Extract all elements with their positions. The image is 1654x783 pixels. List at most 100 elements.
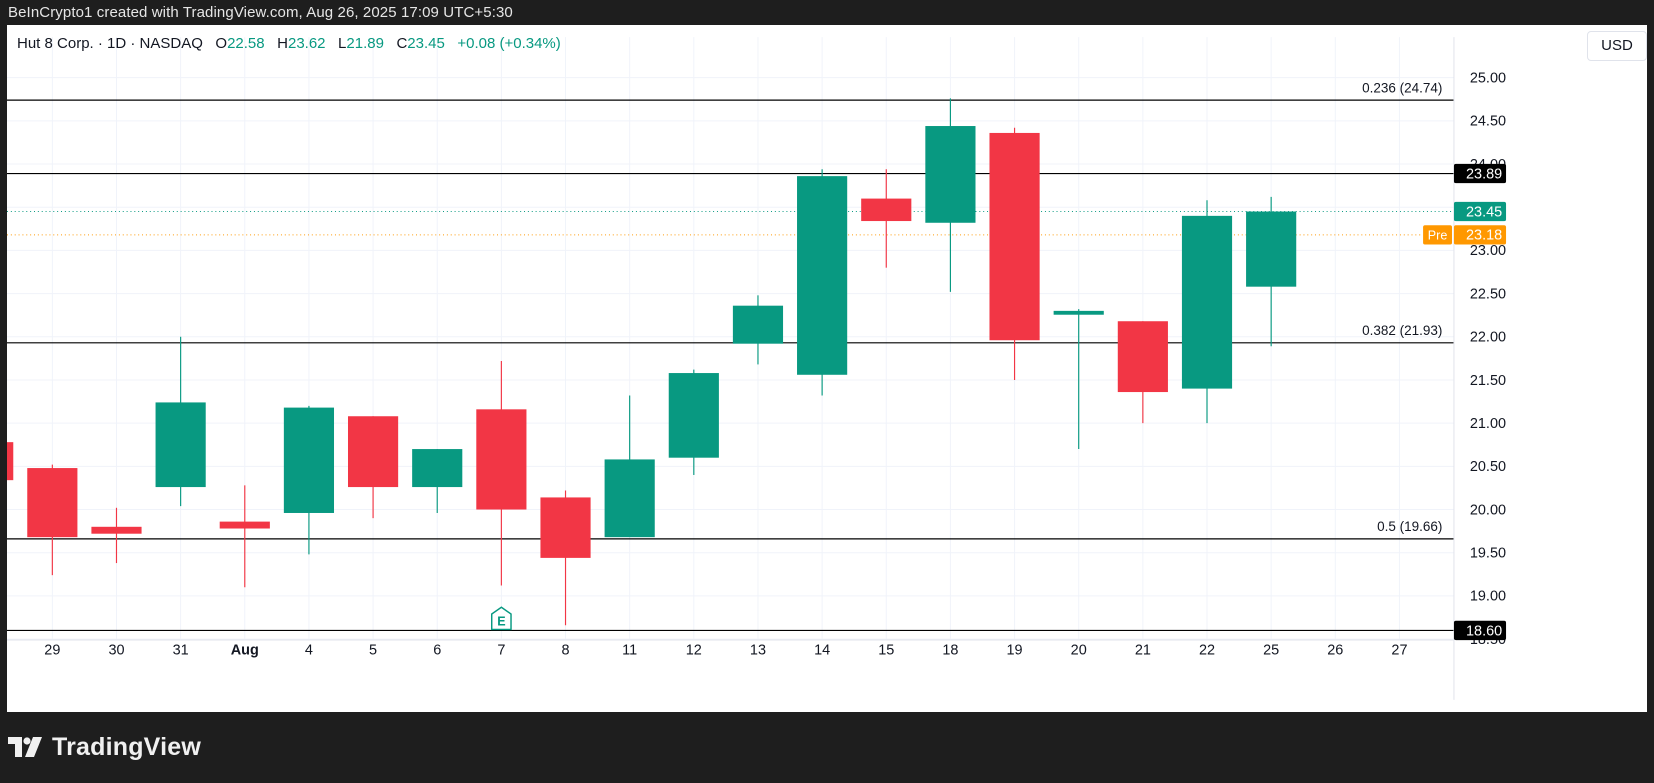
earnings-marker-icon xyxy=(491,606,512,631)
y-tick-label: 21.00 xyxy=(1470,416,1506,432)
candle-body xyxy=(7,442,14,481)
candle-body xyxy=(1246,211,1297,287)
candle xyxy=(91,507,142,564)
high-label: H xyxy=(277,35,288,52)
candle xyxy=(540,490,591,626)
candle-body xyxy=(604,459,655,538)
x-tick-label: 15 xyxy=(878,643,894,659)
x-tick-label: 29 xyxy=(44,643,60,659)
x-tick-label: 27 xyxy=(1391,643,1407,659)
open-label: O xyxy=(215,35,228,52)
x-tick-label: 4 xyxy=(305,643,313,659)
candle-body xyxy=(925,126,976,223)
candle-body xyxy=(797,176,848,375)
change-value: +0.08 (+0.34%) xyxy=(457,35,561,52)
x-tick-label: 14 xyxy=(814,643,830,659)
candle xyxy=(476,360,527,586)
candle-body xyxy=(1117,321,1168,393)
symbol-name: Hut 8 Corp. · 1D · NASDAQ xyxy=(17,35,203,52)
candle-body xyxy=(283,407,335,513)
x-tick-label: 22 xyxy=(1199,643,1215,659)
x-tick-label: 30 xyxy=(108,643,124,659)
low-value: 21.89 xyxy=(346,35,384,52)
level-badge-bg xyxy=(1453,163,1507,184)
candle xyxy=(283,405,335,555)
candle-body xyxy=(27,468,78,538)
y-tick-label: 25.00 xyxy=(1470,70,1506,86)
x-tick-label: 18 xyxy=(942,643,958,659)
y-tick-label: 20.50 xyxy=(1470,459,1506,475)
candle xyxy=(668,369,719,475)
candle xyxy=(797,169,848,396)
pre-market-badge: 23.18 xyxy=(1466,228,1502,244)
close-value: 23.45 xyxy=(407,35,445,52)
candle-body xyxy=(668,373,719,458)
candle xyxy=(347,416,399,519)
candle xyxy=(27,464,78,576)
level-label: 0.5 (19.66) xyxy=(1377,519,1442,534)
candle xyxy=(412,449,463,513)
earnings-marker-label: E xyxy=(497,615,505,629)
candle-body xyxy=(91,526,142,534)
x-tick-label: 19 xyxy=(1007,643,1023,659)
y-tick-label: 24.50 xyxy=(1470,114,1506,130)
level-badge: 23.89 xyxy=(1466,166,1502,182)
level-label: 0.382 (21.93) xyxy=(1362,323,1442,338)
x-tick-label: 21 xyxy=(1135,643,1151,659)
candle xyxy=(1181,200,1233,424)
y-tick-label: 22.00 xyxy=(1470,330,1506,346)
last-price-badge-bg xyxy=(1453,201,1507,222)
candle xyxy=(155,336,206,507)
candle xyxy=(1117,321,1168,424)
level-label: 0.236 (24.74) xyxy=(1362,80,1442,95)
x-tick-label: 8 xyxy=(561,643,569,659)
y-tick-label: 22.50 xyxy=(1470,286,1506,302)
x-tick-label: 6 xyxy=(433,643,441,659)
candle-body xyxy=(1181,215,1233,389)
attribution: BeInCrypto1 created with TradingView.com… xyxy=(8,4,513,21)
pre-market-badge-bg xyxy=(1453,225,1507,245)
candle xyxy=(925,98,976,292)
candle-body xyxy=(476,409,527,510)
y-tick-label: 19.50 xyxy=(1470,546,1506,562)
x-tick-label: 13 xyxy=(750,643,766,659)
candle-body xyxy=(732,305,784,344)
x-tick-label: 11 xyxy=(622,643,637,659)
candle-body xyxy=(1053,310,1104,315)
low-label: L xyxy=(338,35,347,52)
currency-button[interactable]: USD xyxy=(1587,31,1647,61)
level-badge: 18.60 xyxy=(1466,623,1502,639)
candle-body xyxy=(861,198,912,222)
candlestick-chart[interactable]: 0.236 (24.74) 0.382 (21.93) 0.5 (19.66) E 29… xyxy=(7,25,1589,712)
candle xyxy=(219,485,270,588)
candle-body xyxy=(347,416,399,488)
close-label: C xyxy=(396,35,408,52)
footer-brand: TradingView xyxy=(52,732,202,761)
candle xyxy=(1053,309,1104,450)
candle xyxy=(861,169,912,268)
x-tick-label: 26 xyxy=(1327,643,1343,659)
x-tick-label: Aug xyxy=(231,643,259,659)
x-tick-label: 5 xyxy=(369,643,377,659)
x-tick-label: 12 xyxy=(686,643,702,659)
x-tick-label: 7 xyxy=(497,643,505,659)
y-tick-label: 23.00 xyxy=(1470,243,1506,259)
tradingview-logo-icon xyxy=(8,737,42,757)
candle xyxy=(7,442,14,481)
candle xyxy=(732,295,784,365)
candle xyxy=(989,127,1040,380)
y-tick-label: 21.50 xyxy=(1470,373,1506,389)
open-value: 22.58 xyxy=(227,35,265,52)
footer: TradingView xyxy=(8,733,201,761)
y-tick-label: 20.00 xyxy=(1470,502,1506,518)
high-value: 23.62 xyxy=(287,35,326,52)
chart-frame[interactable]: 0.236 (24.74) 0.382 (21.93) 0.5 (19.66) E 29… xyxy=(7,25,1647,712)
candle-body xyxy=(155,402,206,488)
pre-tag: Pre xyxy=(1428,229,1448,243)
level-badge-bg xyxy=(1453,620,1507,641)
candle-body xyxy=(412,449,463,488)
candle xyxy=(604,395,655,538)
candle-body xyxy=(219,521,270,529)
y-tick-label: 19.00 xyxy=(1470,589,1506,605)
x-tick-label: 20 xyxy=(1071,643,1087,659)
